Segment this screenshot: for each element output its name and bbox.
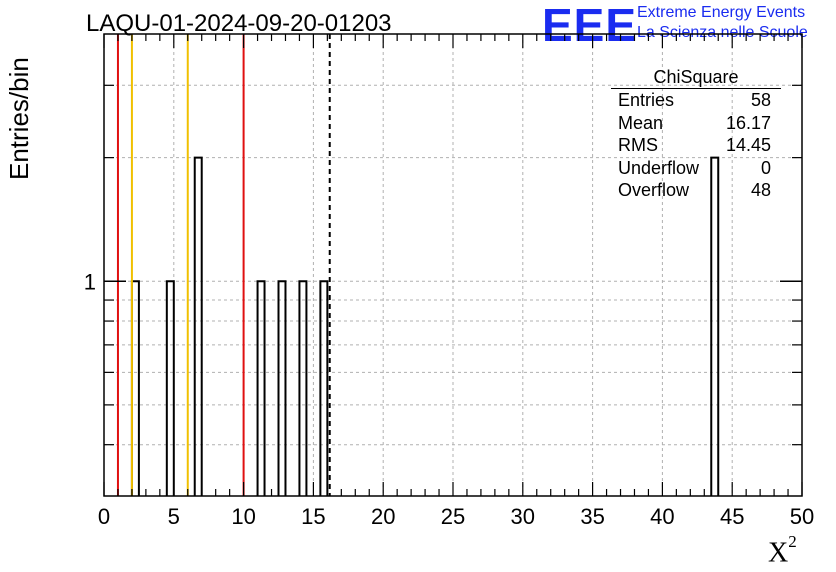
- bars-layer: [130, 156, 720, 496]
- x-tick-label: 25: [441, 504, 465, 529]
- stats-label: RMS: [618, 135, 658, 155]
- histogram-bar: [165, 280, 175, 496]
- reference-lines-layer: [116, 34, 331, 496]
- stats-box: ChiSquare Entries 58 Mean 16.17 RMS 14.4…: [611, 66, 781, 202]
- x-axis-label: X2: [768, 532, 797, 569]
- x-tick-label: 35: [580, 504, 604, 529]
- x-tick-label: 40: [650, 504, 674, 529]
- x-tick-label: 5: [168, 504, 180, 529]
- stats-label: Overflow: [618, 180, 690, 200]
- histogram-bar: [710, 156, 720, 496]
- chart-title: LAQU-01-2024-09-20-01203: [86, 10, 392, 37]
- stats-label: Underflow: [618, 157, 700, 178]
- stats-value: 58: [750, 90, 771, 110]
- y-tick-label: 1: [84, 269, 96, 294]
- histogram-bar: [319, 280, 329, 496]
- stats-row-overflow: Overflow 48: [613, 179, 779, 202]
- x-tick-label: 20: [371, 504, 395, 529]
- stats-value: 14.45: [725, 135, 771, 155]
- eee-logo: EEE: [542, 0, 638, 51]
- x-tick-label: 0: [98, 504, 110, 529]
- stats-row-entries: Entries 58: [613, 89, 779, 112]
- x-tick-label: 15: [301, 504, 325, 529]
- stats-value: 0: [760, 157, 771, 178]
- x-tick-label: 50: [790, 504, 814, 529]
- logo-caption-line1: Extreme Energy Events: [637, 4, 806, 21]
- stats-row-mean: Mean 16.17: [613, 112, 779, 135]
- stats-value: 48: [750, 180, 771, 200]
- stats-label: Mean: [618, 112, 664, 133]
- stats-row-underflow: Underflow 0: [613, 157, 779, 180]
- stats-title: ChiSquare: [611, 66, 781, 89]
- axes-layer: 0 5 10 15 20 25 30 35 40 45 50 1: [84, 33, 814, 529]
- x-axis-label-superscript: 2: [788, 532, 797, 551]
- x-tick-label: 30: [511, 504, 535, 529]
- x-tick-label: 10: [231, 504, 255, 529]
- stats-label: Entries: [618, 90, 675, 110]
- histogram-bar: [130, 280, 140, 496]
- histogram-bar: [277, 280, 287, 496]
- logo-caption-line2: La Scienza nelle Scuole: [637, 24, 808, 41]
- stats-row-rms: RMS 14.45: [613, 134, 779, 157]
- x-tick-label: 45: [720, 504, 744, 529]
- histogram-bar: [193, 156, 203, 496]
- x-axis-label-base: X: [768, 537, 789, 569]
- stats-value: 16.17: [725, 112, 771, 133]
- histogram-bar: [256, 280, 266, 496]
- histogram-bar: [298, 280, 308, 496]
